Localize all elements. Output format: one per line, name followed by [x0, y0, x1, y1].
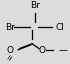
- Text: O: O: [38, 46, 45, 55]
- Text: Cl: Cl: [56, 23, 65, 32]
- Text: Br: Br: [30, 1, 40, 10]
- Text: —: —: [59, 46, 68, 55]
- Text: Br: Br: [6, 23, 15, 32]
- Text: O: O: [6, 46, 13, 55]
- Text: =: =: [4, 52, 15, 63]
